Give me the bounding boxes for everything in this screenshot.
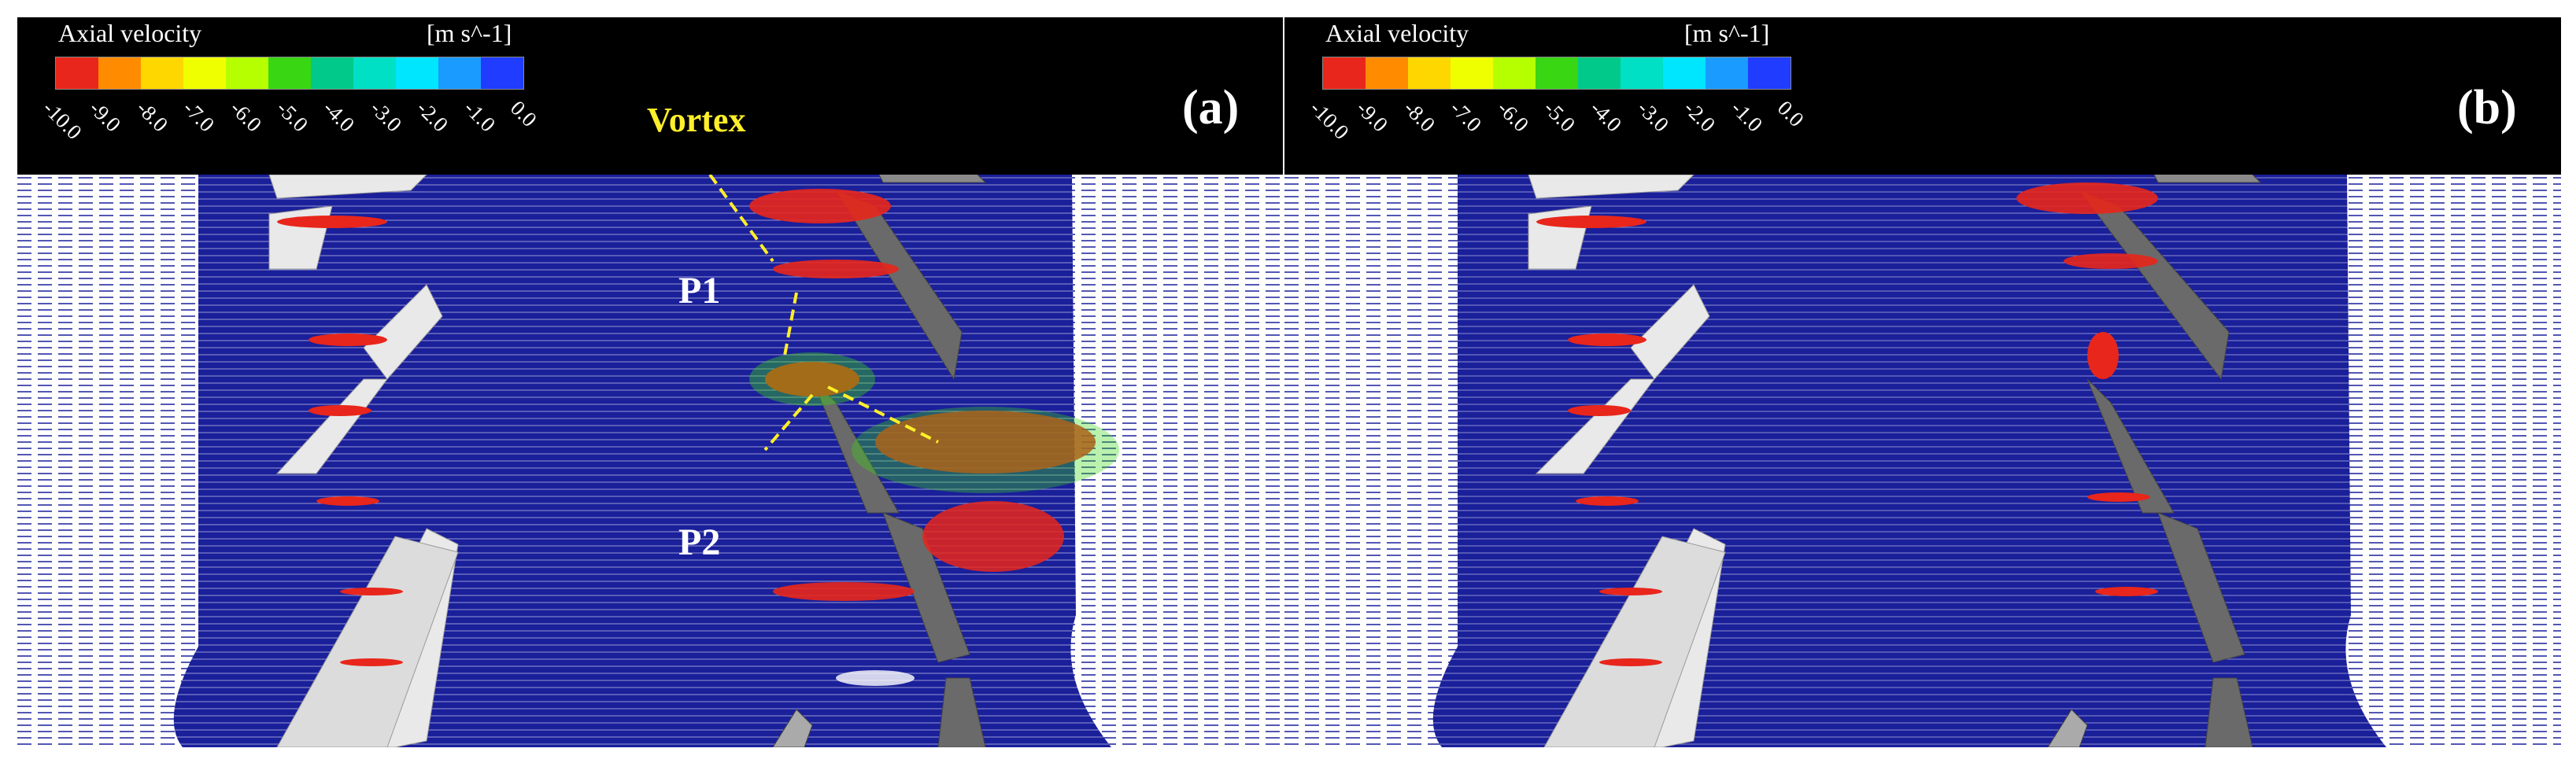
streamline-flow-field-b — [1284, 175, 2561, 747]
colorbar-swatch — [353, 57, 396, 89]
colorbar-swatch — [1536, 57, 1578, 89]
streamline-flow-field-a — [17, 175, 1283, 747]
colorbar-tick-label: -7.0 — [178, 96, 220, 137]
colorbar-swatch — [396, 57, 438, 89]
colorbar-tick-label: -6.0 — [225, 96, 266, 137]
panel-label: (a) — [1182, 81, 1240, 135]
colorbar-tick-label: -5.0 — [272, 96, 313, 137]
colorbar-swatch — [1323, 57, 1366, 89]
colorbar-tick-label: 0.0 — [505, 96, 541, 132]
colorbar-units: [m s^-1] — [1684, 19, 1770, 47]
left-shroud-region — [1284, 175, 1458, 747]
colorbar-tick-label: -3.0 — [365, 96, 407, 137]
colorbar-swatch — [438, 57, 481, 89]
colorbar-swatch — [311, 57, 353, 89]
colorbar-swatch — [1493, 57, 1536, 89]
colorbar-swatch — [1451, 57, 1493, 89]
colorbar-tick-label: -8.0 — [131, 96, 173, 137]
left-shroud-region — [17, 175, 198, 747]
right-shroud-region — [2345, 175, 2561, 747]
colorbar-units: [m s^-1] — [427, 19, 512, 47]
colorbar-tick-label: -9.0 — [1352, 96, 1393, 137]
colorbar-tick-label: -1.0 — [1726, 96, 1767, 137]
right-shroud-region — [1070, 175, 1283, 747]
colorbar-tick-label: -10.0 — [38, 96, 87, 144]
colorbar-swatch — [1748, 57, 1791, 89]
colorbar-ticks: -10.0 -9.0 -8.0 -7.0 -6.0 -5.0 -4.0 -3.0 -2.0 -1.… — [39, 96, 541, 159]
colorbar-swatch — [226, 57, 268, 89]
colorbar-tick-label: 0.0 — [1772, 96, 1809, 132]
colorbar-swatch — [183, 57, 226, 89]
panel-a: Axial velocity [m s^-1] -10.0 -9.0 -8.0 -7.… — [17, 17, 1283, 747]
colorbar-tick-label: -3.0 — [1632, 96, 1674, 137]
colorbar-tick-label: -10.0 — [1305, 96, 1354, 144]
colorbar-tick-label: -8.0 — [1399, 96, 1440, 137]
colorbar-swatch — [1621, 57, 1663, 89]
p1-annotation: P1 — [678, 270, 721, 311]
stator-blades — [1528, 175, 1726, 747]
colorbar-tick-label: -4.0 — [1586, 96, 1627, 137]
colorbar-swatch — [1366, 57, 1408, 89]
separation-zones — [277, 189, 1119, 686]
separation-zones — [1536, 182, 2158, 666]
colorbar-tick-label: -6.0 — [1492, 96, 1533, 137]
rotor-blades — [772, 175, 987, 747]
colorbar-swatch — [98, 57, 141, 89]
vortex-arrows — [708, 175, 939, 452]
colorbar-tick-label: -9.0 — [85, 96, 126, 137]
colorbar-swatch — [56, 57, 98, 89]
colorbar-title: Axial velocity — [58, 19, 202, 47]
stator-blades — [268, 175, 459, 747]
rotor-blades — [2047, 175, 2262, 747]
colorbar-tick-label: -2.0 — [1679, 96, 1720, 137]
panel-b: Axial velocity [m s^-1] -10.0 -9.0 -8.0 -7.… — [1284, 17, 2561, 747]
colorbar-swatch — [1578, 57, 1621, 89]
panel-label: (b) — [2457, 81, 2517, 135]
colorbar-swatch — [141, 57, 183, 89]
colorbar-swatch — [481, 57, 523, 89]
colorbar-tick-label: -1.0 — [459, 96, 500, 137]
colorbar-tick-label: -7.0 — [1445, 96, 1487, 137]
colorbar-tick-label: -5.0 — [1539, 96, 1580, 137]
colorbar-swatch — [1663, 57, 1706, 89]
vortex-annotation: Vortex — [647, 101, 746, 139]
colorbar — [1322, 57, 1791, 90]
colorbar-swatch — [268, 57, 311, 89]
colorbar-tick-label: -4.0 — [319, 96, 360, 137]
colorbar-tick-label: -2.0 — [412, 96, 453, 137]
p2-annotation: P2 — [678, 522, 721, 563]
colorbar-ticks: -10.0 -9.0 -8.0 -7.0 -6.0 -5.0 -4.0 -3.0 -2.0 -1.… — [1306, 96, 1809, 159]
colorbar — [55, 57, 524, 90]
colorbar-swatch — [1408, 57, 1451, 89]
colorbar-swatch — [1706, 57, 1748, 89]
colorbar-title: Axial velocity — [1325, 19, 1469, 47]
